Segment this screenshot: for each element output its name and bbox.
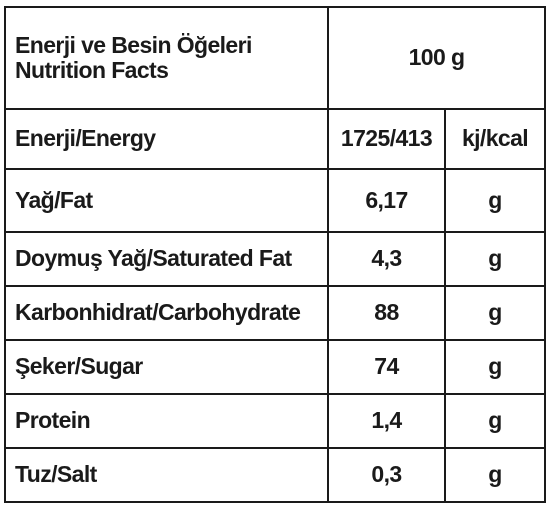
nutrient-value: 1725/413 (327, 108, 446, 170)
nutrient-label: Doymuş Yağ/Saturated Fat (4, 231, 329, 287)
nutrient-value: 4,3 (327, 231, 446, 287)
nutrient-value: 74 (327, 339, 446, 395)
nutrient-label: Tuz/Salt (4, 447, 329, 503)
table-title: Enerji ve Besin Öğeleri Nutrition Facts (4, 6, 329, 110)
nutrient-unit: kj/kcal (443, 108, 547, 170)
nutrient-unit: g (443, 231, 547, 287)
nutrient-label: Karbonhidrat/Carbohydrate (4, 285, 329, 341)
nutrient-value: 88 (327, 285, 446, 341)
nutrition-facts-table: Enerji ve Besin Öğeleri Nutrition Facts … (4, 6, 547, 503)
table-row-protein: Protein 1,4 g (4, 393, 547, 449)
nutrient-label: Şeker/Sugar (4, 339, 329, 395)
nutrient-label: Enerji/Energy (4, 108, 329, 170)
title-turkish: Enerji ve Besin Öğeleri (15, 31, 252, 58)
nutrient-label: Protein (4, 393, 329, 449)
table-row-saturated-fat: Doymuş Yağ/Saturated Fat 4,3 g (4, 231, 547, 287)
serving-size: 100 g (326, 6, 547, 110)
title-english: Nutrition Facts (15, 57, 169, 83)
table-row-energy: Enerji/Energy 1725/413 kj/kcal (4, 108, 547, 170)
table-row-fat: Yağ/Fat 6,17 g (4, 168, 547, 233)
header-row: Enerji ve Besin Öğeleri Nutrition Facts … (4, 6, 547, 110)
nutrient-unit: g (443, 447, 547, 503)
nutrient-unit: g (443, 393, 547, 449)
table-row-salt: Tuz/Salt 0,3 g (4, 447, 547, 503)
nutrient-label: Yağ/Fat (4, 168, 329, 233)
nutrient-value: 0,3 (327, 447, 446, 503)
nutrient-value: 1,4 (327, 393, 446, 449)
nutrient-unit: g (443, 339, 547, 395)
table-row-carbohydrate: Karbonhidrat/Carbohydrate 88 g (4, 285, 547, 341)
table-row-sugar: Şeker/Sugar 74 g (4, 339, 547, 395)
nutrient-unit: g (443, 285, 547, 341)
nutrient-value: 6,17 (327, 168, 446, 233)
nutrient-unit: g (443, 168, 547, 233)
